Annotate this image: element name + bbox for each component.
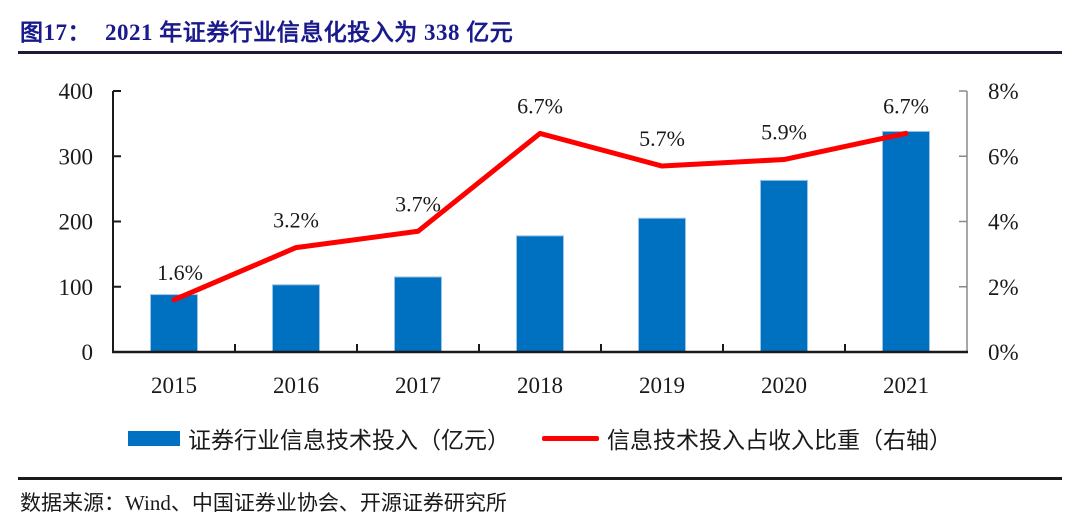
right-axis-tick-label: 0% xyxy=(988,340,1019,365)
line-point-label: 5.9% xyxy=(761,120,807,145)
left-axis-tick-label: 200 xyxy=(59,210,94,235)
bar-2020 xyxy=(760,179,808,353)
line-point-label: 6.7% xyxy=(883,93,929,118)
figure-number-label: 图17： xyxy=(20,20,91,45)
line-point-label: 3.2% xyxy=(273,208,319,233)
bar-series-swatch xyxy=(128,430,180,446)
bar-2017 xyxy=(394,276,442,353)
x-axis-category-label: 2015 xyxy=(151,373,197,398)
line-point-label: 1.6% xyxy=(157,260,203,285)
legend-label-line-series: 信息技术投入占收入比重（右轴） xyxy=(607,428,952,453)
x-axis-category-label: 2017 xyxy=(395,373,441,398)
figure-title: 2021 年证券行业信息化投入为 338 亿元 xyxy=(105,20,514,45)
bar-2021 xyxy=(882,130,930,353)
line-point-label: 5.7% xyxy=(639,126,685,151)
left-axis-tick-label: 100 xyxy=(59,275,94,300)
right-axis-tick-label: 2% xyxy=(988,275,1019,300)
ratio-line-series xyxy=(171,130,909,303)
x-axis-category-label: 2020 xyxy=(761,373,807,398)
x-axis-category-label: 2021 xyxy=(883,373,929,398)
line-point-label: 6.7% xyxy=(517,93,563,118)
line-point-label: 3.7% xyxy=(395,191,441,216)
figure-header: 图17： 2021 年证券行业信息化投入为 338 亿元 xyxy=(20,13,513,47)
x-axis-category-label: 2016 xyxy=(273,373,319,398)
chart-legend: 证券行业信息技术投入（亿元） 信息技术投入占收入比重（右轴） xyxy=(0,421,1080,455)
legend-item-bar-series: 证券行业信息技术投入（亿元） xyxy=(128,421,510,455)
legend-item-line-series: 信息技术投入占收入比重（右轴） xyxy=(542,421,952,455)
line-series-swatch xyxy=(542,435,599,441)
left-axis-tick-label: 400 xyxy=(59,79,94,104)
right-axis-tick-label: 6% xyxy=(988,144,1019,169)
title-divider-line xyxy=(18,51,1062,54)
left-axis-tick-label: 0 xyxy=(82,340,94,365)
footer-divider-line xyxy=(18,477,1062,480)
bar-2016 xyxy=(272,284,320,353)
data-source-note: 数据来源：Wind、中国证券业协会、开源证券研究所 xyxy=(20,491,507,515)
bar-2019 xyxy=(638,217,686,353)
right-axis-tick-label: 4% xyxy=(988,210,1019,235)
right-axis-tick-label: 8% xyxy=(988,79,1019,104)
bar-2015 xyxy=(150,294,198,353)
x-axis-category-label: 2019 xyxy=(639,373,685,398)
x-axis-category-label: 2018 xyxy=(517,373,563,398)
legend-label-bar-series: 证券行业信息技术投入（亿元） xyxy=(188,428,510,453)
left-axis-tick-label: 300 xyxy=(59,144,94,169)
bar-2018 xyxy=(516,235,564,353)
